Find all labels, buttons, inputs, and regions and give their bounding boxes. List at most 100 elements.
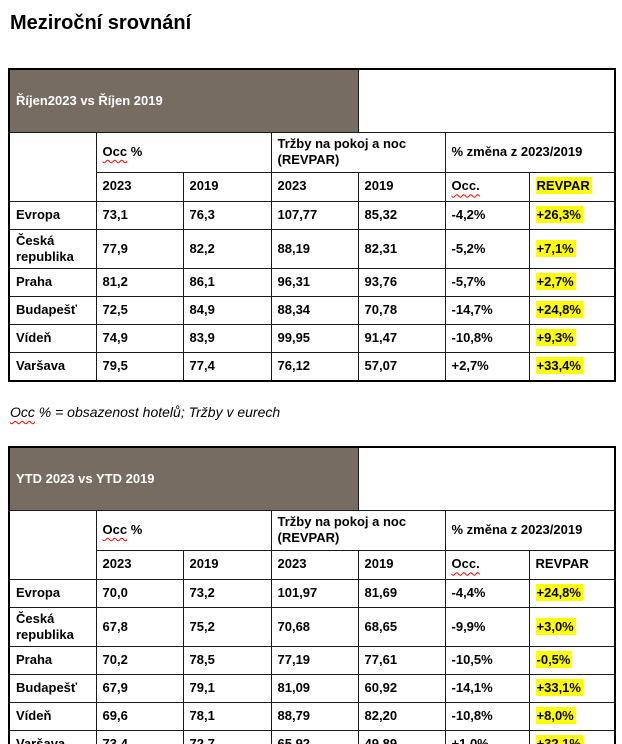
cell-rev-change: +32,1%: [528, 730, 616, 744]
cell-occ-2023: 81,2: [95, 268, 184, 297]
row-label: Varšava: [8, 352, 97, 382]
footnote-occ-word: Occ: [10, 404, 35, 420]
banner-empty-cell: [357, 68, 616, 133]
cell-rev-change: +33,4%: [528, 352, 616, 382]
occ-label-suffix: %: [127, 144, 143, 160]
table-row: Budapešť 72,5 84,9 88,34 70,78 -14,7% +2…: [8, 296, 616, 325]
row-label: Praha: [8, 646, 97, 675]
cell-rev-2019: 70,78: [357, 296, 446, 325]
row-label: Česká republika: [8, 606, 97, 647]
cell-occ-2023: 72,5: [95, 296, 184, 325]
cell-rev-change: +26,3%: [528, 200, 616, 230]
cell-occ-2023: 67,8: [95, 606, 184, 647]
header-occ-group: Occ %: [95, 132, 272, 173]
cell-occ-2019: 86,1: [182, 268, 272, 297]
cell-occ-2023: 70,2: [95, 646, 184, 675]
occ-label: Occ: [102, 144, 128, 160]
header-revpar-change: REVPAR: [528, 171, 616, 202]
table-row: Occ % Tržby na pokoj a noc (REVPAR) % zm…: [8, 132, 616, 202]
occ-change-label: Occ.: [451, 556, 480, 572]
occ-change-label: Occ.: [451, 178, 480, 194]
header-occ-change: Occ.: [444, 549, 530, 580]
cell-occ-change: -4,2%: [444, 200, 530, 230]
cell-rev-2023: 81,09: [270, 674, 359, 703]
header-change-group: % změna z 2023/2019: [444, 132, 616, 173]
cell-occ-2019: 79,1: [182, 674, 272, 703]
table-banner: Říjen2023 vs Říjen 2019: [8, 68, 359, 133]
footnote: Occ % = obsazenost hotelů; Tržby v eurec…: [10, 404, 614, 420]
cell-occ-2019: 78,5: [182, 646, 272, 675]
cell-occ-change: -14,1%: [444, 674, 530, 703]
cell-occ-change: -14,7%: [444, 296, 530, 325]
cell-rev-change: -0,5%: [528, 646, 616, 675]
cell-occ-change: -5,2%: [444, 228, 530, 269]
cell-occ-2019: 77,4: [182, 352, 272, 382]
header-rev-2019: 2019: [357, 549, 446, 580]
table-row: YTD 2023 vs YTD 2019: [8, 446, 616, 511]
cell-rev-2019: 81,69: [357, 578, 446, 608]
cell-occ-2023: 79,5: [95, 352, 184, 382]
cell-rev-2019: 77,61: [357, 646, 446, 675]
table-ytd-comparison: YTD 2023 vs YTD 2019 Occ % Tržby na poko…: [8, 446, 617, 744]
header-change-group: % změna z 2023/2019: [444, 510, 616, 551]
cell-rev-2023: 77,19: [270, 646, 359, 675]
cell-occ-change: +2,7%: [444, 352, 530, 382]
cell-occ-change: -10,8%: [444, 324, 530, 353]
cell-rev-change: +2,7%: [528, 268, 616, 297]
cell-rev-change: +8,0%: [528, 702, 616, 731]
cell-rev-change: +24,8%: [528, 578, 616, 608]
cell-rev-2023: 88,79: [270, 702, 359, 731]
cell-rev-2019: 57,07: [357, 352, 446, 382]
cell-occ-2019: 76,3: [182, 200, 272, 230]
cell-rev-2023: 96,31: [270, 268, 359, 297]
row-label: Budapešť: [8, 674, 97, 703]
row-label: Praha: [8, 268, 97, 297]
cell-occ-2019: 78,1: [182, 702, 272, 731]
table-row: Praha 70,2 78,5 77,19 77,61 -10,5% -0,5%: [8, 646, 616, 675]
table-row: 2023 2019 2023 2019 Occ. REVPAR: [9, 549, 616, 580]
corner-empty-cell: [8, 510, 97, 580]
row-label: Budapešť: [8, 296, 97, 325]
table-banner: YTD 2023 vs YTD 2019: [8, 446, 359, 511]
page-title: Meziroční srovnání: [10, 12, 192, 34]
cell-rev-2019: 49,89: [357, 730, 446, 744]
cell-rev-2023: 99,95: [270, 324, 359, 353]
header-revpar-change: REVPAR: [528, 549, 616, 580]
header-occ-2023: 2023: [95, 549, 184, 580]
table-row: Occ % Tržby na pokoj a noc (REVPAR) % zm…: [8, 510, 616, 580]
table-row: Česká republika 77,9 82,2 88,19 82,31 -5…: [8, 228, 616, 269]
header-occ-2019: 2019: [182, 171, 272, 202]
table-row: 2023 2019 2023 2019 Occ. REVPAR: [9, 171, 616, 202]
row-label: Česká republika: [8, 228, 97, 269]
row-label: Vídeň: [8, 324, 97, 353]
cell-occ-2023: 69,6: [95, 702, 184, 731]
table-row: Varšava 79,5 77,4 76,12 57,07 +2,7% +33,…: [8, 352, 616, 382]
table-row: Budapešť 67,9 79,1 81,09 60,92 -14,1% +3…: [8, 674, 616, 703]
cell-rev-2019: 82,31: [357, 228, 446, 269]
cell-occ-2023: 73,1: [95, 200, 184, 230]
table-row: Česká republika 67,8 75,2 70,68 68,65 -9…: [8, 606, 616, 647]
cell-rev-change: +9,3%: [528, 324, 616, 353]
table-row: Vídeň 69,6 78,1 88,79 82,20 -10,8% +8,0%: [8, 702, 616, 731]
header-revpar-group: Tržby na pokoj a noc (REVPAR): [270, 132, 446, 173]
cell-rev-2023: 70,68: [270, 606, 359, 647]
row-label: Evropa: [8, 200, 97, 230]
cell-rev-2019: 82,20: [357, 702, 446, 731]
cell-rev-2023: 101,97: [270, 578, 359, 608]
header-revpar-group: Tržby na pokoj a noc (REVPAR): [270, 510, 446, 551]
cell-occ-change: -5,7%: [444, 268, 530, 297]
cell-occ-change: +1,0%: [444, 730, 530, 744]
cell-rev-2023: 107,77: [270, 200, 359, 230]
cell-occ-2019: 73,2: [182, 578, 272, 608]
cell-rev-2019: 60,92: [357, 674, 446, 703]
occ-label: Occ: [102, 522, 128, 538]
row-label: Varšava: [8, 730, 97, 744]
corner-empty-cell: [8, 132, 97, 202]
header-occ-2019: 2019: [182, 549, 272, 580]
row-label: Vídeň: [8, 702, 97, 731]
revpar-change-label: REVPAR: [535, 177, 592, 195]
cell-rev-change: +33,1%: [528, 674, 616, 703]
cell-rev-2019: 85,32: [357, 200, 446, 230]
cell-rev-2023: 76,12: [270, 352, 359, 382]
cell-occ-change: -4,4%: [444, 578, 530, 608]
